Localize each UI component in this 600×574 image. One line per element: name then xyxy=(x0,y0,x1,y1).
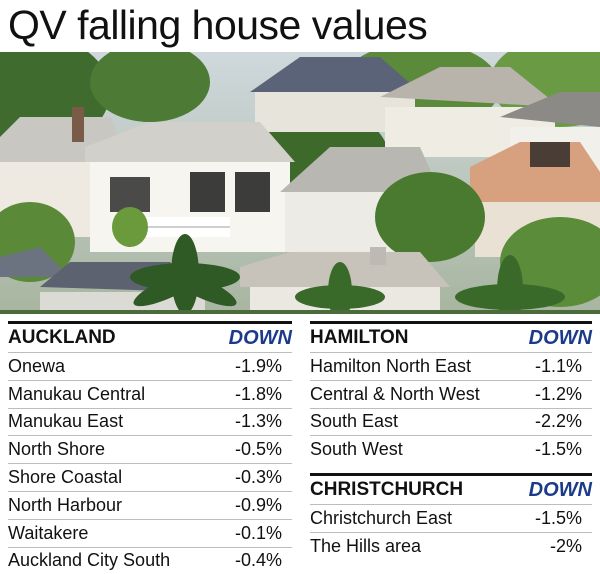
section-header: CHRISTCHURCH DOWN xyxy=(310,473,592,504)
area-name: Shore Coastal xyxy=(8,467,123,488)
change-value: -1.5% xyxy=(534,508,582,529)
change-value: -1.8% xyxy=(234,383,282,404)
right-column: HAMILTON DOWN Hamilton North East -1.1% … xyxy=(310,321,592,560)
area-name: North Harbour xyxy=(8,494,123,515)
table-row: Waitakere -0.1% xyxy=(8,518,292,547)
suburb-houses-photo xyxy=(0,52,600,314)
area-name: South East xyxy=(310,411,399,432)
table-row: Manukau East -1.3% xyxy=(8,407,292,436)
change-value: -1.9% xyxy=(234,355,282,376)
area-name: Christchurch East xyxy=(310,508,453,529)
change-value: -2.2% xyxy=(534,411,582,432)
hamilton-section: HAMILTON DOWN Hamilton North East -1.1% … xyxy=(310,321,592,463)
change-value: -1.3% xyxy=(234,411,282,432)
section-name: AUCKLAND xyxy=(8,327,116,348)
table-row: Hamilton North East -1.1% xyxy=(310,352,592,380)
direction-label: DOWN xyxy=(228,326,292,349)
change-value: -1.1% xyxy=(534,355,582,376)
table-row: Christchurch East -1.5% xyxy=(310,504,592,532)
area-name: North Shore xyxy=(8,439,106,460)
area-name: Manukau Central xyxy=(8,383,146,404)
christchurch-section: CHRISTCHURCH DOWN Christchurch East -1.5… xyxy=(310,473,592,560)
area-name: Hamilton North East xyxy=(310,355,472,376)
page-title: QV falling house values xyxy=(8,2,428,48)
section-name: CHRISTCHURCH xyxy=(310,479,464,501)
section-name: HAMILTON xyxy=(310,327,409,348)
area-name: The Hills area xyxy=(310,535,422,556)
area-name: Onewa xyxy=(8,355,66,376)
table-row: South West -1.5% xyxy=(310,435,592,463)
table-row: Shore Coastal -0.3% xyxy=(8,463,292,491)
table-row: South East -2.2% xyxy=(310,407,592,436)
direction-label: DOWN xyxy=(528,326,592,349)
change-value: -0.5% xyxy=(234,439,282,460)
table-row: North Shore -0.5% xyxy=(8,435,292,463)
table-row: North Harbour -0.9% xyxy=(8,490,292,519)
table-row: Onewa -1.9% xyxy=(8,352,292,380)
section-spacer xyxy=(310,463,592,473)
change-value: -2% xyxy=(549,535,582,556)
change-value: -0.3% xyxy=(234,467,282,488)
change-value: -0.9% xyxy=(234,494,282,515)
table-row: Central & North West -1.2% xyxy=(310,379,592,408)
change-value: -0.4% xyxy=(234,550,282,571)
auckland-section: AUCKLAND DOWN Onewa -1.9% Manukau Centra… xyxy=(8,321,292,574)
change-value: -1.5% xyxy=(534,439,582,460)
direction-label: DOWN xyxy=(528,478,592,501)
table-row: Manukau Central -1.8% xyxy=(8,379,292,408)
area-name: Central & North West xyxy=(310,383,480,404)
change-value: -1.2% xyxy=(534,383,582,404)
section-header: AUCKLAND DOWN xyxy=(8,321,292,352)
area-name: Waitakere xyxy=(8,522,89,543)
area-name: Manukau East xyxy=(8,411,124,432)
change-value: -0.1% xyxy=(234,522,282,543)
section-header: HAMILTON DOWN xyxy=(310,321,592,352)
area-name: Auckland City South xyxy=(8,550,171,571)
area-name: South West xyxy=(310,439,403,460)
table-row: Auckland City South -0.4% xyxy=(8,546,292,574)
table-row: The Hills area -2% xyxy=(310,531,592,560)
